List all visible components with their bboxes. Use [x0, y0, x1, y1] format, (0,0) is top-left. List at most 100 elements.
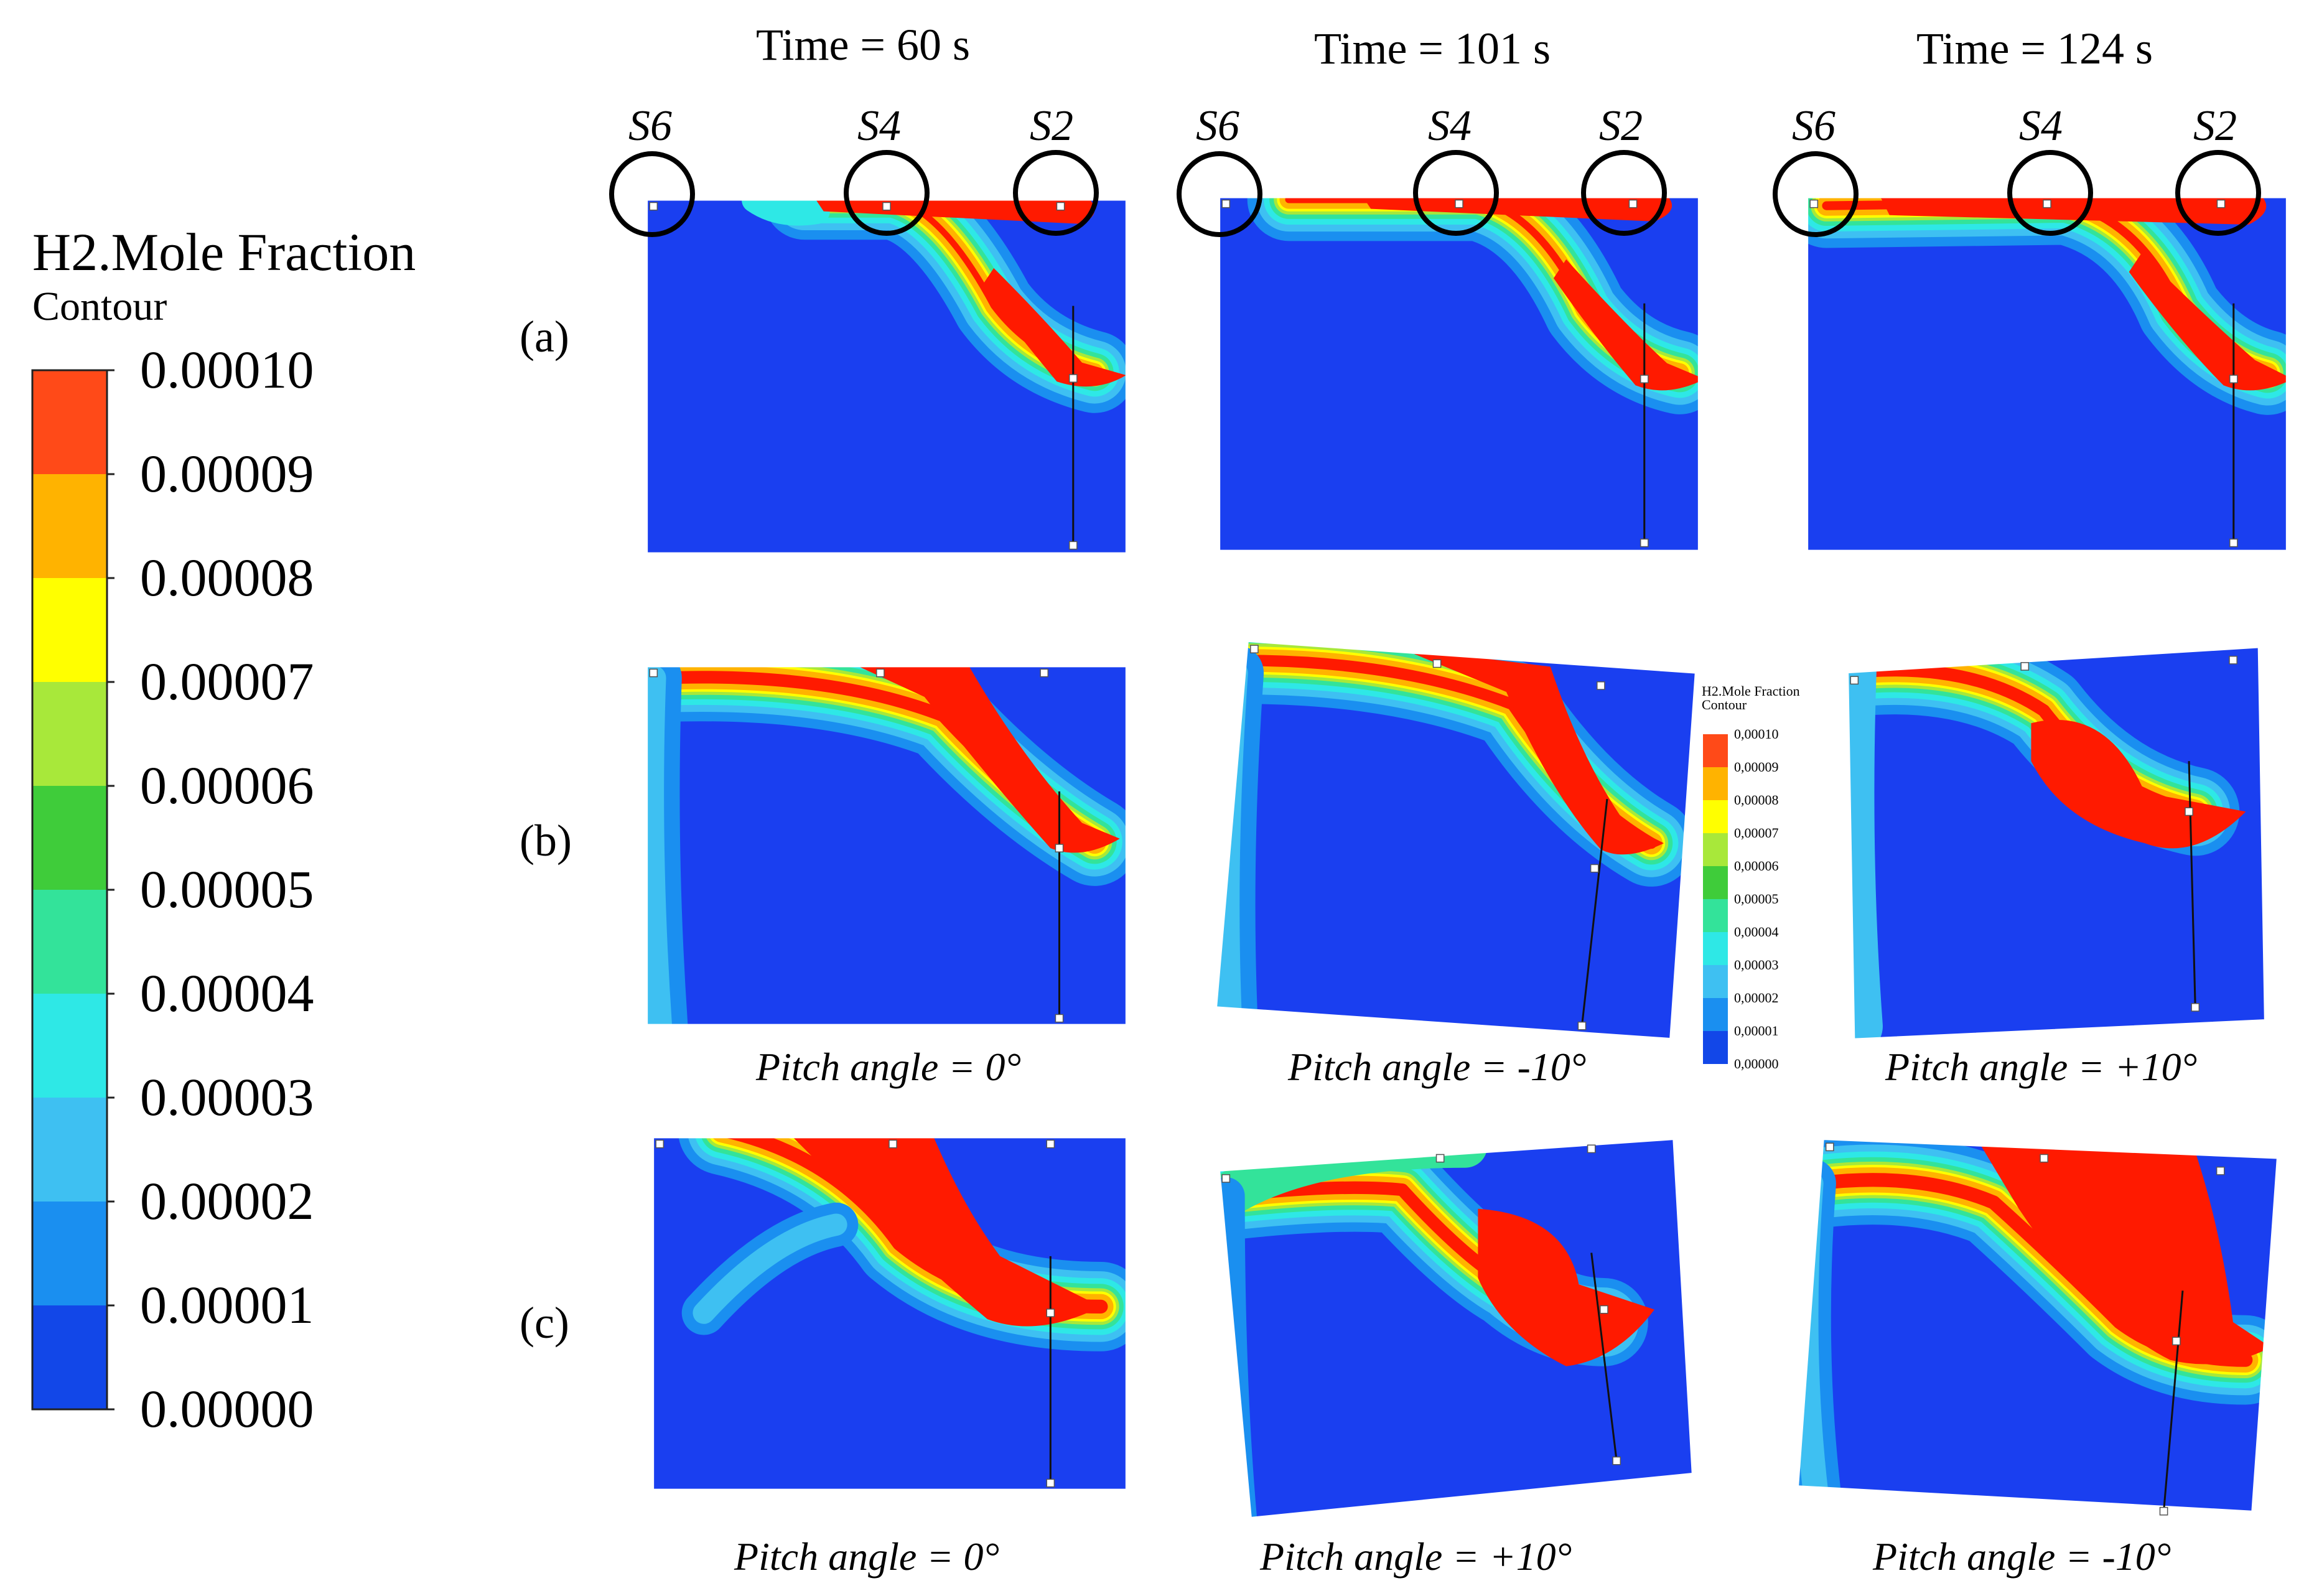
mini-legend-swatch — [1703, 998, 1728, 1031]
contour-region — [785, 1137, 1101, 1327]
sensor-marker — [1640, 538, 1649, 548]
sensor-marker — [1640, 375, 1649, 383]
contour-panel-a3 — [1807, 197, 2287, 551]
probe-line — [2163, 1290, 2184, 1511]
contour-region — [1399, 648, 1664, 855]
mini-legend-title: H2.Mole Fraction — [1702, 683, 1800, 699]
sensor-label-s6: S6 — [628, 102, 672, 150]
contour-region — [1877, 197, 2267, 225]
mini-legend-swatch — [1703, 800, 1728, 833]
sensor-circles — [609, 150, 2261, 237]
sensor-circle-s4 — [844, 150, 930, 236]
contour-panel-b3 — [1847, 646, 2265, 1040]
sensor-circle-s2 — [1581, 150, 1667, 236]
sensor-label-s4: S4 — [1428, 102, 1472, 150]
legend-color-swatch — [32, 1202, 107, 1305]
sensor-marker — [1046, 1139, 1055, 1149]
probe-line — [2188, 761, 2196, 1007]
mini-legend-swatch — [1703, 734, 1728, 767]
mini-legend-tick-label: 0,00008 — [1734, 792, 1779, 808]
contour-region — [1980, 1146, 2271, 1365]
pitch-caption-c3: Pitch angle = -10° — [1873, 1534, 2171, 1579]
domain-outline — [646, 666, 1127, 1025]
contour-region — [842, 666, 1120, 853]
sensor-marker — [1040, 668, 1049, 678]
mini-legend-tick-label: 0,00001 — [1734, 1023, 1779, 1038]
contour-panel-c2 — [1219, 1139, 1693, 1518]
mini-legend-tick-label: 0,00005 — [1734, 891, 1779, 907]
sensor-circle-s2 — [2175, 150, 2261, 236]
contour-panel-c1 — [653, 1137, 1127, 1490]
sensor-marker — [1250, 645, 1259, 653]
legend-color-swatch — [32, 1098, 107, 1202]
legend-tick-label: 0.00002 — [140, 1171, 314, 1231]
sensor-label-s2: S2 — [1030, 102, 1073, 150]
sensor-label-s6: S6 — [1196, 102, 1239, 150]
contour-band — [647, 666, 673, 1025]
mini-legend-swatch — [1703, 833, 1728, 866]
sensor-marker — [2171, 1337, 2181, 1346]
sensor-marker — [649, 668, 658, 678]
domain-background — [1848, 647, 2265, 1039]
legend-title: H2.Mole Fraction — [32, 222, 416, 282]
mini-legend-tick-label: 0,00007 — [1734, 825, 1779, 841]
legend-subtitle: Contour — [32, 284, 167, 329]
sensor-marker — [1055, 844, 1064, 852]
domain-outline — [653, 1137, 1127, 1490]
sensor-marker — [2216, 1166, 2225, 1175]
contour-layer — [742, 200, 1126, 413]
mini-legend-swatch — [1703, 965, 1728, 998]
sensor-marker — [1587, 1144, 1596, 1154]
sensor-marker — [1046, 1309, 1055, 1317]
pitch-caption-b3: Pitch angle = +10° — [1885, 1045, 2198, 1089]
domain-outline — [1216, 640, 1696, 1040]
mini-legend-tick-label: 0,00002 — [1734, 990, 1779, 1006]
mini-legend-swatch — [1703, 866, 1728, 899]
contour-region — [2129, 253, 2287, 391]
sensor-marker — [1628, 199, 1638, 208]
sensor-label-s2: S2 — [2193, 102, 2237, 150]
sensor-marker — [2191, 1003, 2200, 1012]
legend-color-swatch — [32, 994, 107, 1098]
sensor-marker — [2229, 375, 2238, 383]
pitch-caption-c2: Pitch angle = +10° — [1260, 1534, 1572, 1579]
mini-legend-subtitle: Contour — [1702, 697, 1747, 712]
contour-band — [693, 1213, 847, 1324]
mini-legend-tick-label: 0,00003 — [1734, 957, 1779, 973]
sensor-marker — [2040, 1154, 2048, 1163]
domain-outline — [1798, 1139, 2278, 1512]
domain-background — [653, 1137, 1126, 1490]
legend-color-swatch — [32, 1305, 107, 1409]
contour-region — [981, 268, 1126, 387]
sensor-marker — [1455, 199, 1463, 208]
pitch-caption-b2: Pitch angle = -10° — [1288, 1045, 1587, 1089]
mini-legend-tick-label: 0,00009 — [1734, 759, 1779, 775]
legend-tick-label: 0.00003 — [140, 1067, 314, 1127]
sensor-circle-s4 — [1413, 150, 1499, 236]
mini-legend-tick-label: 0,00004 — [1734, 924, 1779, 940]
mini-legend-tick-label: 0,00000 — [1734, 1056, 1779, 1071]
sensor-label-s6: S6 — [1792, 102, 1836, 150]
legend-tick-label: 0.00004 — [140, 963, 314, 1023]
domain-outline — [1219, 1139, 1693, 1518]
sensor-label-s2: S2 — [1599, 102, 1643, 150]
sensor-circle-s6 — [1177, 151, 1262, 237]
sensor-marker — [655, 1139, 665, 1149]
row-label-a: (a) — [520, 312, 569, 362]
mini-legend-swatch — [1703, 767, 1728, 800]
legend-tick-label: 0.00009 — [140, 444, 314, 503]
sensor-marker — [1055, 1014, 1064, 1023]
sensor-marker — [1850, 676, 1859, 685]
sensor-marker — [1809, 199, 1819, 208]
sensor-marker — [876, 668, 885, 678]
row-label-b: (b) — [520, 816, 572, 866]
color-legend-bar — [31, 369, 114, 1411]
legend-color-swatch — [32, 786, 107, 890]
contour-band — [1798, 1170, 1830, 1511]
row-label-c: (c) — [520, 1298, 569, 1348]
legend-tick-label: 0.00001 — [140, 1275, 314, 1335]
contour-panel-a2 — [1219, 197, 1699, 551]
sensor-marker — [2229, 538, 2238, 548]
domain-outline — [1807, 197, 2287, 551]
legend-color-swatch — [32, 474, 107, 578]
